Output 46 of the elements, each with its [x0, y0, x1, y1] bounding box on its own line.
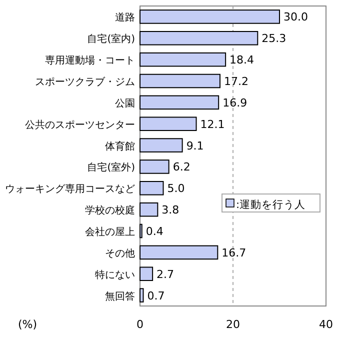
- data-label: 2.7: [156, 268, 174, 281]
- data-label: 30.0: [284, 10, 308, 24]
- y-tick-label: ウォーキング専用コースなど: [5, 183, 135, 196]
- x-tick-label: 0: [136, 318, 144, 331]
- bar: [140, 138, 183, 152]
- x-tick-label: 40: [319, 318, 333, 331]
- y-tick-label: 公園: [115, 97, 135, 110]
- y-tick-label: 自宅(室内): [87, 33, 136, 46]
- data-label: 17.2: [224, 75, 248, 88]
- data-label: 18.4: [230, 54, 254, 67]
- legend-label: :運動を行う人: [236, 199, 306, 211]
- bar: [140, 31, 258, 46]
- y-tick-label: その他: [105, 247, 135, 260]
- y-tick-label: 道路: [115, 12, 135, 24]
- bar: [140, 95, 220, 110]
- x-tick-label: 20: [226, 318, 240, 331]
- data-label: 9.1: [186, 139, 204, 152]
- y-tick-label: 公共のスポーツセンター: [25, 118, 135, 131]
- data-label: 5.0: [167, 182, 185, 196]
- y-tick-label: 無回答: [105, 290, 135, 302]
- y-tick-label: 学校の校庭: [85, 204, 135, 217]
- y-tick-label: 特にない: [95, 268, 135, 281]
- data-label: 6.2: [172, 160, 190, 174]
- y-tick-label: 体育館: [105, 140, 135, 152]
- bar: [140, 160, 170, 174]
- bar: [140, 181, 164, 196]
- x-axis-title: (%): [18, 318, 38, 331]
- bar: [140, 52, 226, 67]
- data-label: 16.9: [222, 96, 248, 110]
- data-label: 16.7: [222, 246, 246, 260]
- bar: [140, 74, 220, 88]
- y-tick-label: スポーツクラブ・ジム: [35, 76, 135, 88]
- bar: [140, 288, 144, 302]
- y-tick-label: 会社の屋上: [85, 226, 135, 238]
- data-label: 0.7: [147, 289, 165, 302]
- data-label: 12.1: [200, 118, 225, 131]
- y-tick-label: 自宅(室外): [87, 162, 136, 174]
- data-label: 3.8: [162, 204, 180, 217]
- y-tick-label: 専用運動場・コート: [45, 54, 135, 67]
- bar: [140, 116, 197, 131]
- bar: [140, 245, 218, 260]
- bar: [140, 202, 158, 217]
- data-label: 25.3: [262, 32, 286, 46]
- bar: [140, 266, 154, 281]
- bar: [140, 10, 280, 24]
- data-label: 0.4: [146, 225, 164, 238]
